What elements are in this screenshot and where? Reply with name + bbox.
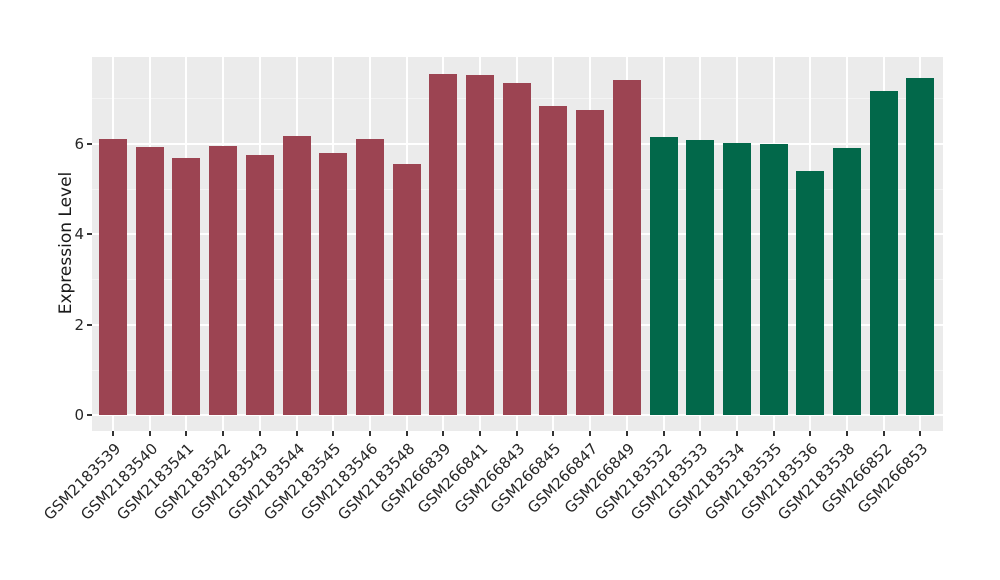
bar <box>539 106 568 415</box>
x-tick-mark <box>919 431 922 436</box>
bar <box>906 78 935 415</box>
bar <box>466 75 494 415</box>
x-tick-mark <box>185 431 188 436</box>
bar <box>99 138 127 415</box>
bar <box>245 154 274 415</box>
bar <box>576 110 605 415</box>
y-tick-mark <box>87 414 92 416</box>
x-tick-mark <box>258 431 261 436</box>
x-tick-mark <box>112 431 114 436</box>
bar <box>135 147 164 415</box>
bar <box>282 135 311 415</box>
bar <box>355 138 384 415</box>
x-tick-mark <box>625 431 628 436</box>
bar <box>833 148 861 415</box>
bar <box>209 145 238 415</box>
y-tick-mark <box>87 142 92 145</box>
x-tick-mark <box>809 431 812 436</box>
x-tick-mark <box>295 431 298 436</box>
x-tick-mark <box>846 431 848 436</box>
bar <box>612 79 641 415</box>
bar <box>392 164 421 415</box>
x-tick-mark <box>735 431 738 436</box>
x-tick-mark <box>699 431 702 436</box>
bar <box>429 73 458 415</box>
x-tick-mark <box>368 431 371 436</box>
x-tick-mark <box>589 431 592 436</box>
x-tick-mark <box>148 431 151 436</box>
x-tick-mark <box>552 431 555 436</box>
x-tick-mark <box>479 431 481 436</box>
bar <box>319 153 348 415</box>
plot-panel <box>92 57 943 431</box>
x-tick-mark <box>515 431 518 436</box>
y-tick-label: 0 <box>74 406 84 424</box>
x-tick-mark <box>662 431 665 436</box>
x-tick-mark <box>772 431 775 436</box>
y-tick-mark <box>87 233 92 235</box>
bar <box>759 144 788 415</box>
y-tick-label: 4 <box>74 225 84 243</box>
bar <box>869 90 898 415</box>
bar <box>796 171 825 415</box>
bar <box>502 82 531 415</box>
x-tick-mark <box>405 431 408 436</box>
x-tick-mark <box>442 431 445 436</box>
y-tick-label: 6 <box>74 134 84 153</box>
bar <box>722 143 751 415</box>
x-tick-mark <box>222 431 225 436</box>
bar <box>649 137 678 415</box>
bar <box>686 140 715 415</box>
x-tick-mark <box>332 431 335 436</box>
bar <box>172 157 201 415</box>
x-tick-mark <box>882 431 885 436</box>
y-tick-label: 2 <box>74 315 84 334</box>
y-tick-mark <box>87 323 92 326</box>
y-axis-title: Expression Level <box>56 171 76 315</box>
